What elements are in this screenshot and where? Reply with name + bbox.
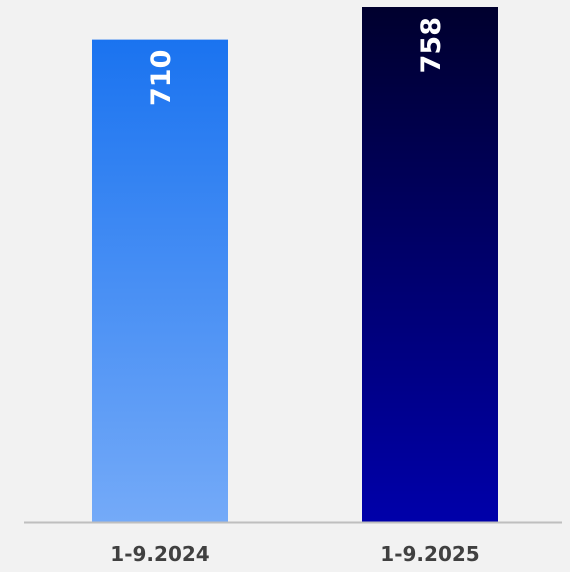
x-tick-labels: 1-9.2024 1-9.2025 bbox=[110, 542, 479, 566]
x-tick-label: 1-9.2024 bbox=[110, 542, 209, 566]
bar-1-9.2025 bbox=[362, 7, 498, 522]
bar-1-9.2024 bbox=[92, 39, 228, 523]
x-tick-label: 1-9.2025 bbox=[380, 542, 479, 566]
bar-value-label: 758 bbox=[416, 17, 447, 73]
bar-value-label: 710 bbox=[146, 50, 177, 106]
bars-layer: 710 758 bbox=[92, 7, 498, 523]
